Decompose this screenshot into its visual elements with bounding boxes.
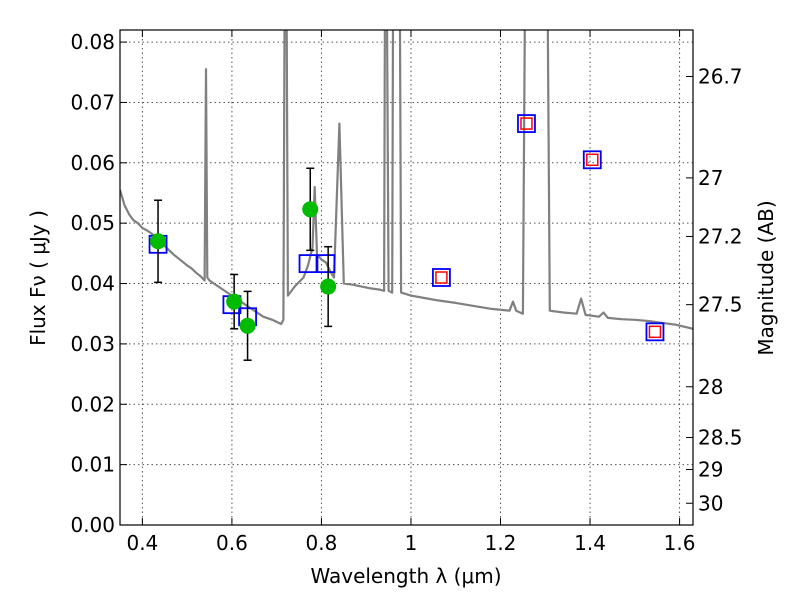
y2-axis-label: Magnitude (AB) [754,200,778,355]
upper-limit-square [586,153,599,167]
x-tick-label: 0.8 [306,531,338,555]
x-tick-label: 1.4 [574,531,606,555]
y-tick-label: 0.05 [70,211,115,235]
y-tick-label: 0.06 [70,151,115,175]
y2-tick-label: 30 [698,491,723,515]
y2-tick-label: 27.2 [698,224,743,248]
plot-frame [119,29,694,526]
y-tick-label: 0.04 [70,272,115,296]
upper-limit-square [435,271,448,284]
x-tick-label: 1.6 [664,531,696,555]
model-photometry-square [316,254,336,274]
model-spectrum-line [120,30,693,330]
model-photometry-square [298,254,318,274]
observed-photometry-point [320,278,337,295]
spectrum-layer [120,30,693,330]
y2-tick-label: 26.7 [698,64,743,88]
upper-limit-square [520,117,533,130]
x-tick-label: 1 [405,531,418,555]
y-tick-label: 0.07 [70,90,115,114]
x-axis-label: Wavelength λ (μm) [310,564,501,588]
observed-photometry-point [302,201,319,218]
y-tick-label: 0.03 [70,332,115,356]
model-photometry-square [432,268,451,287]
model-photometry-square [582,150,602,170]
y2-tick-label: 27 [698,166,723,190]
model-photometry-square [517,114,536,133]
y-tick-label: 0.00 [70,513,115,537]
upper-limit-square [648,325,662,339]
plot-area [120,30,693,361]
x-tick-label: 0.6 [216,531,248,555]
y-tick-label: 0.01 [70,453,115,477]
observed-photometry-point [239,317,256,334]
x-tick-label: 1.2 [485,531,517,555]
y2-ticks: 26.7 27 27.2 27.5 28 28.5 29 30 [686,64,743,515]
y2-tick-label: 28 [698,375,723,399]
y2-tick-label: 29 [698,457,723,481]
x-tick-label: 0.4 [126,531,158,555]
observed-photometry-point [226,293,243,310]
y-ticks: 0.00 0.01 0.02 0.03 0.04 0.05 0.06 0.07 0.08 [70,30,127,537]
y-tick-label: 0.08 [70,30,115,54]
y-tick-label: 0.02 [70,392,115,416]
y2-tick-label: 28.5 [698,425,743,449]
y2-tick-label: 27.5 [698,293,743,317]
observed-photometry-point [150,233,167,250]
x-ticks: 0.4 0.6 0.8 1 1.2 1.4 1.6 [126,30,695,555]
markers-layer [148,114,665,361]
model-photometry-square [645,322,665,342]
y-axis-label: Flux Fν ( μJy ) [26,210,50,346]
